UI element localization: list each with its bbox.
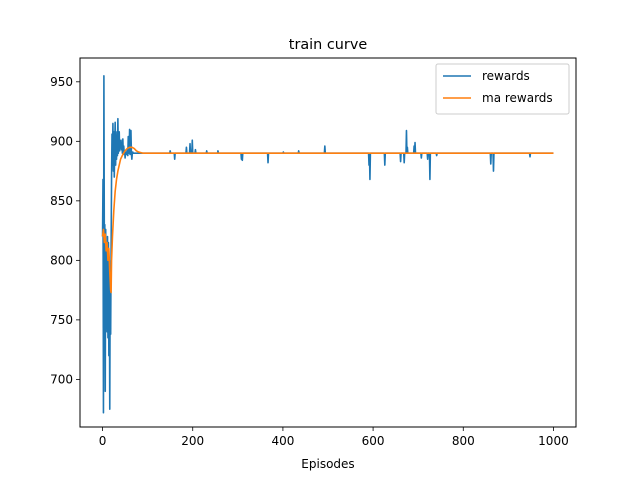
legend: rewards ma rewards xyxy=(435,63,570,115)
series-line-ma-rewards xyxy=(101,146,554,294)
y-tick-label: 900 xyxy=(50,134,73,148)
y-tick-label: 950 xyxy=(50,75,73,89)
x-tick-label: 200 xyxy=(181,434,204,448)
y-tick-label: 750 xyxy=(50,313,73,327)
plot-frame xyxy=(79,57,577,428)
x-tick-label: 400 xyxy=(271,434,294,448)
y-tick-label: 850 xyxy=(50,194,73,208)
chart-title: train curve xyxy=(289,37,368,53)
x-axis-label: Episodes xyxy=(301,457,354,471)
y-tick-label: 800 xyxy=(50,253,73,267)
x-tick-label: 1000 xyxy=(538,434,569,448)
x-tick-label: 600 xyxy=(362,434,385,448)
y-axis: 700 750 800 850 900 950 xyxy=(50,75,80,386)
x-axis: 0 200 400 600 800 1000 xyxy=(99,427,569,448)
y-tick-label: 700 xyxy=(50,372,73,386)
legend-label-ma-rewards: ma rewards xyxy=(482,91,553,105)
legend-label-rewards: rewards xyxy=(482,69,530,83)
plot-area xyxy=(101,75,554,414)
x-tick-label: 800 xyxy=(452,434,475,448)
x-tick-label: 0 xyxy=(99,434,107,448)
series-layer xyxy=(101,75,554,414)
